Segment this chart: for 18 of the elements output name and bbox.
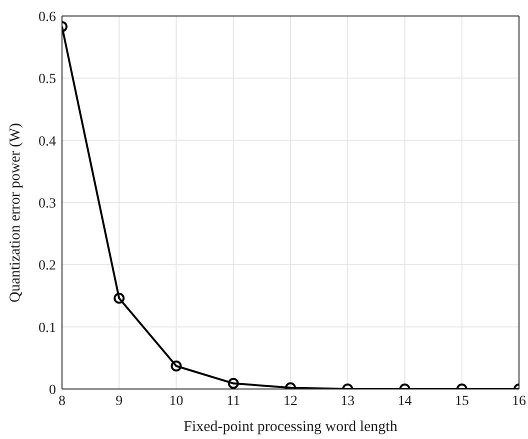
x-tick-label: 10 <box>169 394 184 409</box>
x-tick-label: 14 <box>398 394 412 409</box>
x-tick-label: 11 <box>226 394 240 409</box>
x-tick-label: 16 <box>512 394 526 409</box>
x-tick-label: 9 <box>116 394 123 409</box>
x-tick-label: 13 <box>340 394 355 409</box>
y-tick-label: 0.2 <box>38 258 56 274</box>
x-tick-label: 12 <box>284 394 298 409</box>
y-tick-label: 0.1 <box>38 320 56 336</box>
y-axis-title: Quantization error power (W) <box>7 122 24 302</box>
x-tick-label: 8 <box>58 394 66 409</box>
y-tick-label: 0.3 <box>38 196 56 212</box>
y-tick-label: 0 <box>49 382 56 398</box>
x-axis-title: Fixed-point processing word length <box>184 419 398 435</box>
y-tick-label: 0.4 <box>38 134 56 150</box>
y-tick-label: 0.5 <box>38 72 56 88</box>
x-tick-label: 15 <box>454 394 469 409</box>
y-tick-label: 0.6 <box>38 10 56 25</box>
